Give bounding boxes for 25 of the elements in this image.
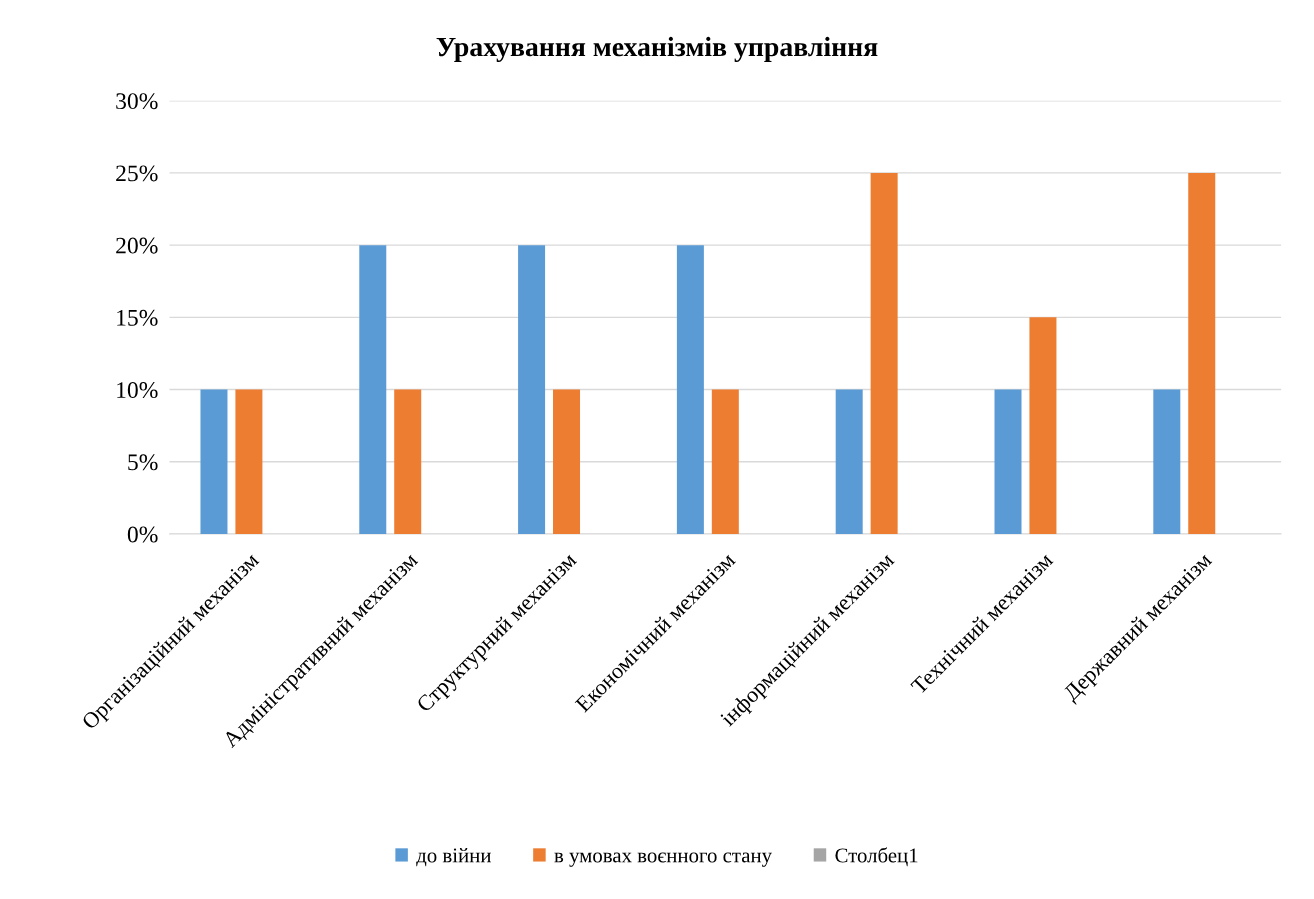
bar xyxy=(676,245,704,535)
bar xyxy=(518,245,546,535)
bar xyxy=(870,172,898,535)
y-tick-label: 20% xyxy=(116,237,158,254)
bar xyxy=(394,389,422,535)
bar xyxy=(711,389,739,535)
chart-title: Урахування механізмів управління xyxy=(436,36,878,63)
bar xyxy=(1188,172,1216,535)
y-tick-label: 0% xyxy=(127,526,158,543)
legend-label: до війни xyxy=(416,848,492,867)
bar xyxy=(1153,389,1181,535)
bar xyxy=(994,389,1022,535)
bar xyxy=(553,389,581,535)
bar xyxy=(200,389,228,535)
y-tick-label: 10% xyxy=(117,382,158,399)
bar xyxy=(235,389,263,535)
bar xyxy=(1029,317,1057,535)
bar xyxy=(359,245,387,535)
legend-label: Столбец1 xyxy=(835,847,918,867)
legend-label: в умовах воєнного стану xyxy=(554,852,772,867)
y-tick-label: 30% xyxy=(116,93,158,110)
y-tick-label: 25% xyxy=(116,165,158,182)
y-tick-label: 15% xyxy=(117,309,158,326)
bar xyxy=(835,389,863,535)
y-tick-label: 5% xyxy=(128,454,158,471)
